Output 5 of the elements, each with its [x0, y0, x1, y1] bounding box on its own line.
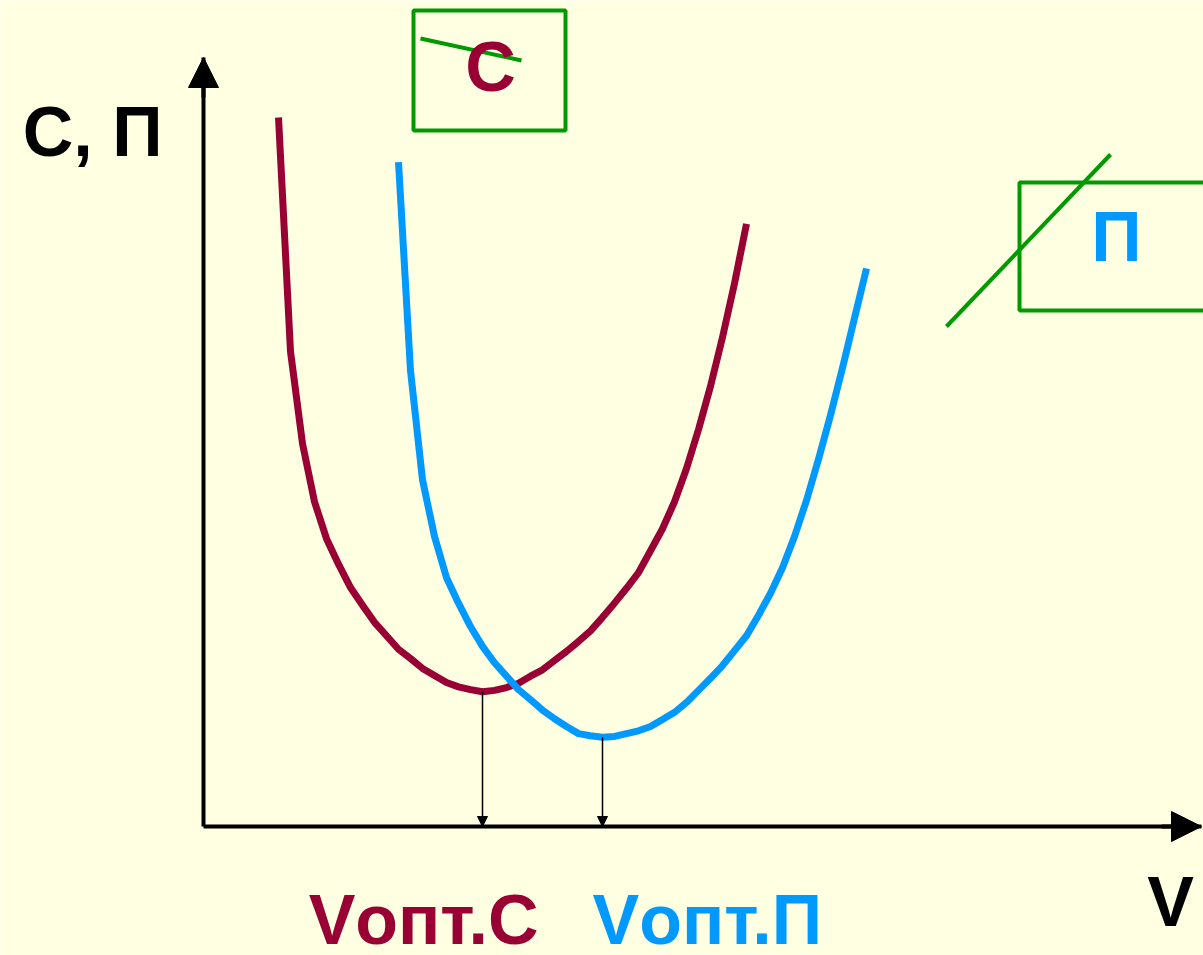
text: П	[1091, 197, 1142, 276]
x-axis-title: V	[1147, 862, 1195, 941]
text: Vопт.С	[308, 880, 539, 955]
text: Vопт.П	[592, 880, 823, 955]
y-axis-title: С, П	[22, 92, 163, 171]
